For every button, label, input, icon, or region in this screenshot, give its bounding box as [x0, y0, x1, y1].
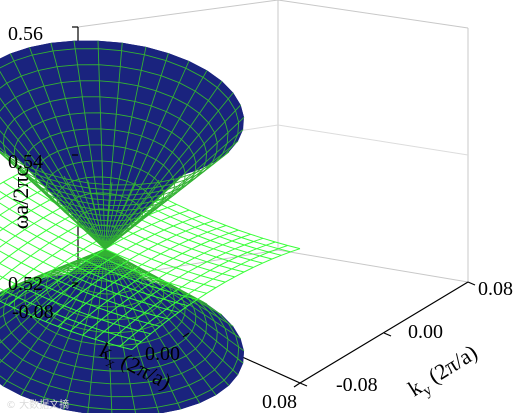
- side-wall-top: [277, 0, 469, 29]
- x-tick-0: [71, 282, 79, 288]
- z-axis-label: ωa/2πc: [8, 167, 33, 229]
- x-tick-1: [182, 332, 190, 338]
- x-tick-label-1: 0.00: [145, 343, 180, 365]
- z-tick-label-0: 0.56: [8, 23, 43, 45]
- band-cone-up: [0, 40, 245, 250]
- mesh-ring: [0, 80, 218, 196]
- y-tick-0: [299, 382, 308, 387]
- y-tick-1: [383, 332, 392, 337]
- y-tick-label-1: 0.00: [408, 321, 443, 343]
- mesh-ring: [45, 160, 165, 222]
- y-axis-label: ky (2π/a): [403, 339, 484, 405]
- z-tick-label-1: 0.54: [8, 151, 43, 173]
- y-axis-line: [299, 281, 469, 384]
- y-axis-label-unit: (2π/a): [419, 339, 482, 391]
- mesh-ring: [24, 128, 186, 212]
- mesh-ring: [13, 112, 197, 206]
- mesh-ring: [88, 224, 122, 242]
- z-tick-label-2: 0.52: [8, 273, 43, 295]
- x-tick-label-0: -0.08: [12, 301, 54, 323]
- sheet-mesh-line: [131, 248, 301, 350]
- y-tick-label-2: -0.08: [336, 374, 378, 396]
- mesh-ring: [35, 144, 175, 217]
- watermark: © 大数据文摘: [6, 398, 69, 411]
- mesh-ring: [0, 48, 240, 186]
- mesh-ring: [2, 96, 208, 201]
- x-tick-label-2: 0.08: [262, 391, 297, 413]
- mesh-ring: [0, 270, 229, 398]
- band-surfaces: [0, 40, 301, 413]
- back-wall-top: [77, 0, 279, 28]
- mesh-ring: [99, 249, 111, 256]
- x-tick-2: [293, 382, 301, 388]
- sheet-mesh-line: [119, 245, 288, 347]
- mesh-ring: [0, 268, 218, 385]
- sheet-mesh-line: [106, 241, 276, 344]
- back-wall-floor: [277, 249, 469, 283]
- mesh-ring: [99, 240, 111, 247]
- grid-z-054-side: [277, 124, 469, 156]
- mesh-ring: [77, 208, 133, 237]
- y-tick-2: [467, 281, 476, 286]
- mesh-ring: [67, 192, 143, 232]
- y-tick-label-0: 0.08: [478, 278, 513, 300]
- axis-ticks: [71, 26, 476, 388]
- mesh-ring: [0, 272, 240, 410]
- mesh-ring: [0, 64, 229, 191]
- band-cone-up-body: [0, 40, 244, 250]
